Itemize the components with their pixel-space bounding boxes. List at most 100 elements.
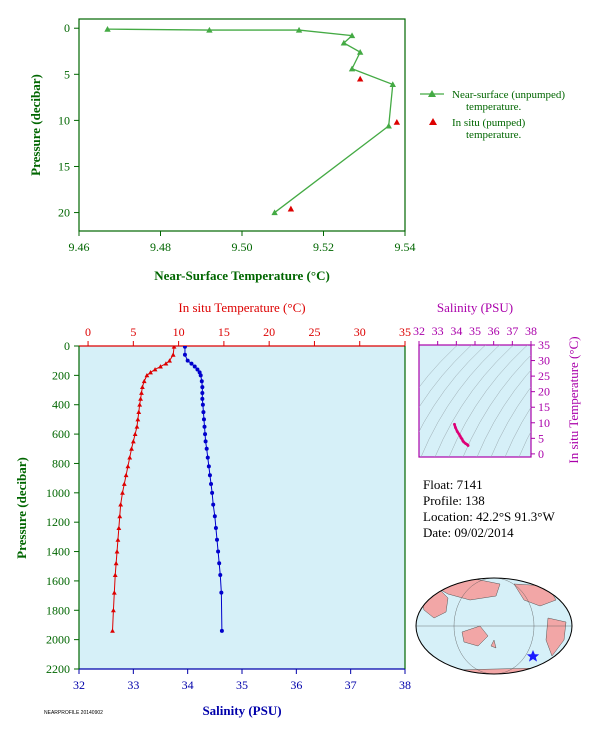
surface-x-tick-label: 9.52 [313,240,334,254]
temperature-profile-point [130,439,136,444]
salinity-profile-point [201,410,206,415]
ts-x-tick-label: 35 [469,324,481,338]
temperature-profile-point [138,396,143,401]
legend-marker-unpumped [428,90,436,97]
salinity-profile-point [203,432,208,437]
surface-pumped-point [287,205,295,212]
float-location: Location: 42.2°S 91.3°W [423,509,555,524]
pressure-tick-label: 2000 [46,633,70,647]
surface-y-tick-label: 0 [64,21,70,35]
salinity-profile-point [209,482,214,487]
ts-y-tick-label: 25 [538,369,550,383]
salinity-profile-point [200,396,205,401]
temperature-profile-point [135,417,141,422]
temperature-profile-point [134,424,140,429]
salinity-profile-point [182,352,187,357]
surface-unpumped-point [295,26,303,33]
pressure-tick-label: 1800 [46,603,70,617]
surface-y-axis-label: Pressure (decibar) [28,74,43,176]
temperature-profile-point [118,502,124,507]
salinity-profile-point [204,446,209,451]
surface-unpumped-point [348,32,356,39]
salinity-tick-label: 33 [127,678,139,692]
ts-y-tick-label: 0 [538,447,544,461]
float-id: Float: 7141 [423,477,483,492]
pressure-axis-label: Pressure (decibar) [14,457,29,559]
salinity-profile-point [217,561,222,566]
profile-series [110,346,224,633]
ts-x-tick-label: 33 [432,324,444,338]
ts-title: Salinity (PSU) [437,300,513,315]
surface-unpumped-point [340,39,348,46]
surface-x-tick-label: 9.54 [395,240,416,254]
temperature-profile-point [110,628,115,633]
temperature-profile-point [167,358,172,363]
pressure-ticks: 0 200 400 600 800 1000 1200 1400 1600 1800 2000 220… [46,339,79,676]
temperature-profile-point [144,372,150,378]
ts-y-tick-label: 20 [538,385,550,399]
temperature-profile-point [116,525,122,530]
legend-label-pumped: In situ (pumped) temperature. [452,117,526,141]
surface-legend: Near-surface (unpumped) temperature. In s… [420,89,565,141]
temperature-tick-label: 30 [354,325,366,339]
ts-contour-line [504,406,531,457]
legend-marker-pumped [429,118,437,125]
ts-contour-line [434,345,514,457]
temperature-profile-point [163,361,169,366]
pressure-tick-label: 1400 [46,545,70,559]
surface-unpumped-point [271,209,278,216]
salinity-profile-point [216,549,221,554]
temperature-profile-point [171,346,177,349]
ts-x-tick-label: 37 [506,324,518,338]
ts-point [462,440,466,444]
pressure-tick-label: 0 [64,339,70,353]
ts-contour-line [518,430,531,457]
temperature-profile-point [148,370,153,375]
temperature-profile-point [132,431,138,437]
ts-x-tick-label: 32 [413,324,425,338]
temperature-profile-point [115,537,121,542]
ts-y-tick-label: 30 [538,354,550,368]
salinity-tick-label: 36 [290,678,302,692]
surface-x-axis-label: Near-Surface Temperature (°C) [154,268,330,283]
float-info: Float: 7141 Profile: 138 Location: 42.2°… [423,477,555,541]
surface-unpumped-point [104,25,111,32]
salinity-profile-point [199,379,204,384]
salinity-profile-point [215,537,220,542]
temperature-tick-label: 25 [308,325,320,339]
ts-plot-frame [418,344,532,458]
pressure-tick-label: 1600 [46,574,70,588]
salinity-profile-point [207,473,212,478]
surface-series [104,25,401,216]
temperature-profile-point [170,352,176,357]
surface-y-tick-label: 5 [64,67,70,81]
profile-number: Profile: 138 [423,493,485,508]
ts-x-tick-label: 36 [488,324,500,338]
temperature-tick-label: 5 [130,325,136,339]
salinity-profile-point [211,502,216,507]
salinity-profile-point [219,590,224,595]
salinity-profile-point [192,364,197,369]
temperature-profile-point [152,367,158,372]
salinity-tick-label: 32 [73,678,85,692]
ts-density-contours [419,345,531,457]
ts-x-ticks: 32 33 34 35 36 37 38 [413,324,537,345]
map-land-new-zealand [490,639,497,649]
ts-series [453,422,470,447]
surface-x-tick-label: 9.48 [150,240,171,254]
surface-unpumped-point [356,48,364,55]
temperature-profile-point [111,607,116,613]
surface-y-tick-label: 20 [58,206,70,220]
surface-pumped-point [393,119,401,125]
map-land-south-america [545,617,567,657]
salinity-profile-point [202,424,207,429]
ts-x-tick-label: 34 [450,324,462,338]
salinity-ticks: 32 33 34 35 36 37 38 [73,669,411,692]
salinity-profile-point [212,514,217,519]
surface-x-tick-label: 9.50 [232,240,253,254]
temperature-profile-line [112,346,175,631]
pressure-tick-label: 2200 [46,662,70,676]
surface-unpumped-point [385,122,392,129]
temperature-profile-point [111,590,117,595]
temperature-tick-label: 10 [173,325,185,339]
